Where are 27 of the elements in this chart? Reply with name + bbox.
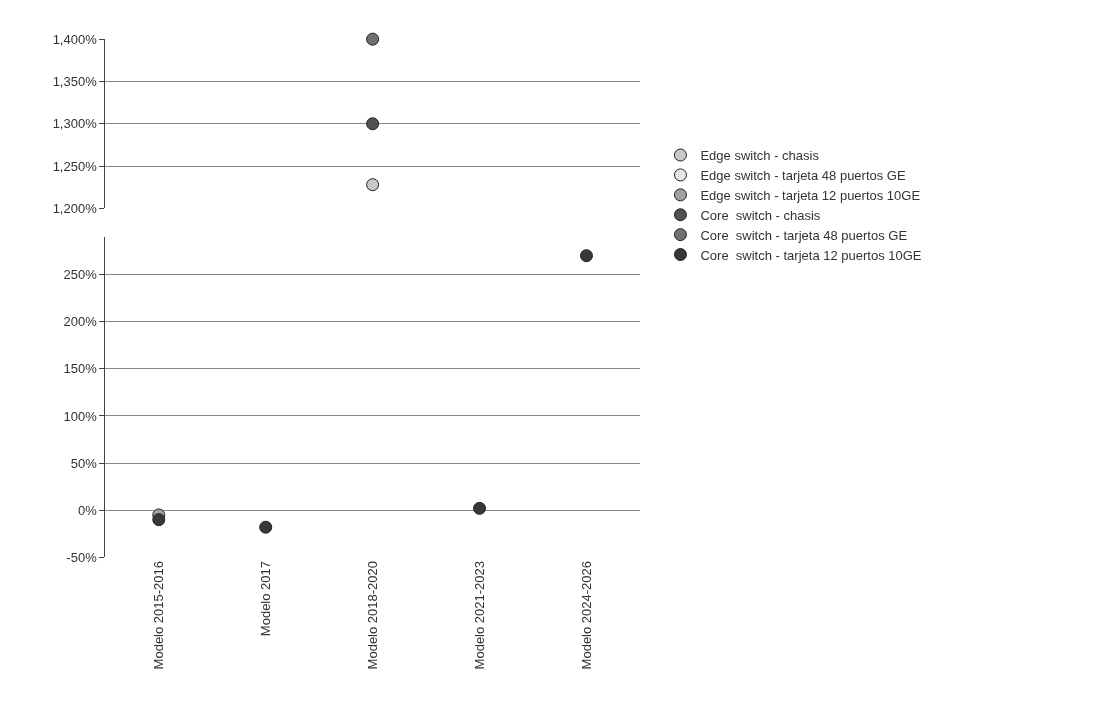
y-tick-label: 100% — [63, 408, 98, 424]
legend-label: Core switch - tarjeta 12 puertos 10GE — [700, 247, 922, 263]
y-tick-label: 1,300% — [52, 116, 98, 132]
x-tick-label: Modelo 2021-2023 — [471, 560, 487, 670]
y-tick-label: 200% — [63, 314, 98, 330]
y-tick-label: -50% — [66, 549, 98, 565]
x-tick-label: Modelo 2018-2020 — [364, 560, 380, 670]
point — [579, 249, 593, 263]
y-tick-label: 150% — [63, 361, 98, 377]
legend-label: Edge switch - tarjeta 48 puertos GE — [700, 168, 906, 183]
y-tick-label: 50% — [70, 455, 98, 471]
legend-label: Core switch - chasis — [700, 207, 821, 223]
y-tick-label: 1,250% — [52, 158, 98, 174]
legend-label: Core switch - tarjeta 48 puertos GE — [700, 227, 908, 243]
point — [473, 501, 487, 515]
x-tick-label: Modelo 2017 — [257, 560, 273, 637]
y-tick-label: 0% — [77, 502, 98, 518]
x-tick-label: Modelo 2024-2026 — [578, 560, 594, 670]
y-tick-label: 250% — [63, 267, 98, 283]
point — [259, 520, 273, 534]
y-tick-label: 1,350% — [52, 74, 98, 90]
y-tick-label: 1,400% — [52, 31, 98, 47]
x-tick-label: Modelo 2015-2016 — [151, 560, 167, 670]
y-tick-label: 1,200% — [52, 200, 98, 216]
point — [152, 513, 166, 527]
legend-label: Edge switch - chasis — [700, 148, 820, 164]
legend-label: Edge switch - tarjeta 12 puertos 10GE — [700, 187, 921, 203]
